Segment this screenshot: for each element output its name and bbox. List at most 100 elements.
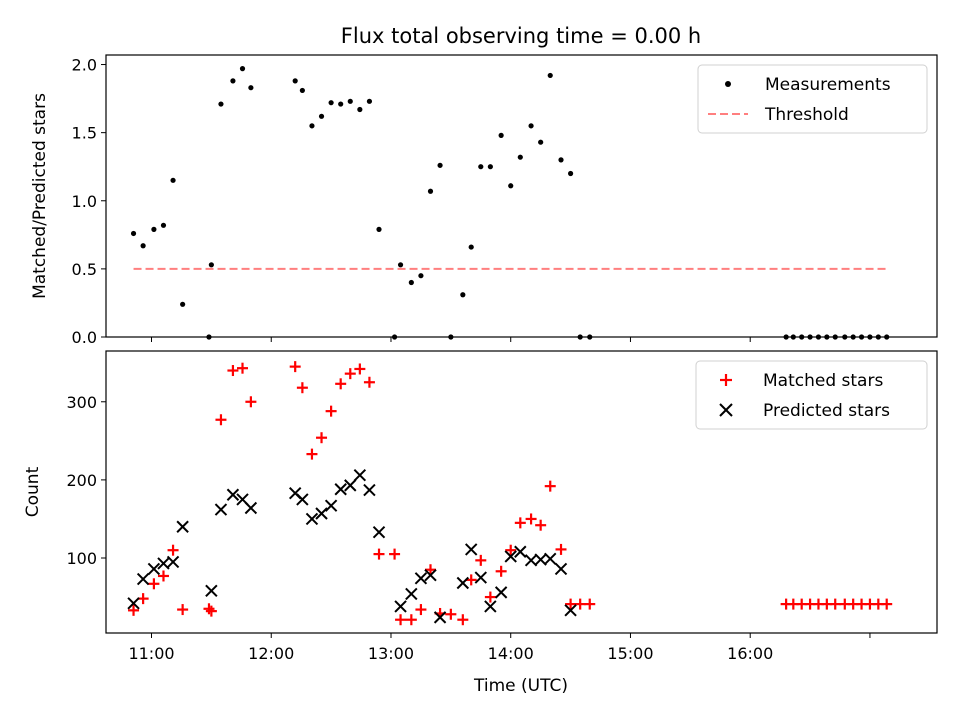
matched-star-point xyxy=(457,614,469,626)
matched-star-point xyxy=(525,513,537,525)
matched-star-point xyxy=(344,368,356,380)
matched-star-point xyxy=(505,544,517,556)
measurement-point xyxy=(460,292,466,298)
predicted-star-point xyxy=(315,507,328,520)
top-y-tick-label: 2.0 xyxy=(72,56,97,75)
predicted-star-point xyxy=(433,611,447,624)
top-axes-frame xyxy=(105,54,938,338)
predicted-star-point xyxy=(147,562,161,576)
measurement-point xyxy=(130,230,137,237)
measurement-point xyxy=(160,222,167,228)
top-panel: 0.00.51.01.52.0 Matched/Predicted stars … xyxy=(30,54,938,347)
bottom-x-axis-label: Time (UTC) xyxy=(473,676,568,696)
top-legend: Measurements Threshold xyxy=(697,64,928,134)
predicted-star-point xyxy=(305,512,319,526)
bottom-x-tick-label: 12:00 xyxy=(248,644,294,663)
predicted-star-point xyxy=(504,550,517,563)
matched-star-point xyxy=(574,598,586,610)
bottom-plot-area xyxy=(127,361,893,626)
predicted-star-point xyxy=(524,554,538,567)
legend-predicted-marker xyxy=(719,403,733,417)
matched-star-point xyxy=(363,376,375,388)
measurement-point xyxy=(318,113,325,119)
measurement-point xyxy=(397,262,404,268)
bottom-y-axis-label: Count xyxy=(23,466,43,517)
matched-star-point xyxy=(584,598,596,610)
measurement-point xyxy=(437,162,443,168)
measurement-point xyxy=(248,85,254,91)
predicted-star-point xyxy=(176,520,189,533)
top-y-axis-label: Matched/Predicted stars xyxy=(30,93,50,299)
measurement-point xyxy=(299,87,305,94)
matched-star-point xyxy=(565,598,577,610)
predicted-star-point xyxy=(514,545,527,558)
predicted-star-point xyxy=(226,488,240,501)
bottom-y-tick-label: 100 xyxy=(66,549,97,568)
bottom-x-tick-label: 13:00 xyxy=(368,644,414,663)
matched-star-point xyxy=(335,378,347,390)
measurement-point xyxy=(427,188,434,194)
matched-star-point xyxy=(544,480,556,492)
matched-star-point xyxy=(325,405,337,417)
legend-threshold-label: Threshold xyxy=(764,105,849,125)
measurement-point xyxy=(366,98,373,104)
measurement-point xyxy=(328,100,334,106)
measurement-point xyxy=(508,183,514,189)
predicted-star-point xyxy=(424,568,437,582)
matched-star-point xyxy=(415,604,427,616)
predicted-star-point xyxy=(296,493,309,506)
matched-star-point xyxy=(395,614,407,626)
bottom-x-tick-label: 14:00 xyxy=(488,644,534,663)
measurement-point xyxy=(478,164,484,170)
predicted-star-point xyxy=(544,552,557,565)
predicted-star-point xyxy=(484,600,497,613)
top-y-tick-label: 1.5 xyxy=(72,124,97,143)
matched-star-point xyxy=(535,519,547,531)
matched-star-point xyxy=(177,604,189,616)
bottom-y-tick-label: 200 xyxy=(66,471,97,490)
measurement-point xyxy=(180,301,186,307)
predicted-star-point xyxy=(353,468,367,482)
predicted-star-point xyxy=(564,604,577,617)
matched-star-point xyxy=(245,396,257,408)
matched-star-point xyxy=(829,598,841,610)
top-y-tick-label: 0.0 xyxy=(72,328,97,347)
predicted-star-point xyxy=(494,586,508,599)
predicted-star-point xyxy=(363,483,376,497)
predicted-star-point xyxy=(554,562,568,576)
matched-star-point xyxy=(316,432,328,444)
matched-star-point xyxy=(445,608,457,620)
measurement-point xyxy=(309,123,315,129)
measurement-point xyxy=(208,262,214,268)
bottom-x-tick-label: 11:00 xyxy=(128,644,174,663)
predicted-star-point xyxy=(166,555,180,569)
matched-star-point xyxy=(157,570,169,582)
predicted-star-point xyxy=(456,576,470,590)
measurement-point xyxy=(292,78,298,84)
predicted-star-point xyxy=(534,553,547,566)
legend-matched-label: Matched stars xyxy=(763,371,883,391)
matched-star-point xyxy=(306,448,318,460)
top-x-axis xyxy=(151,337,751,342)
measurement-point xyxy=(408,279,414,286)
bottom-x-tick-label: 16:00 xyxy=(727,644,773,663)
measurement-point xyxy=(567,170,574,177)
predicted-star-point xyxy=(414,572,428,585)
matched-star-point xyxy=(484,591,496,603)
predicted-star-point xyxy=(334,483,347,496)
measurement-point xyxy=(376,226,382,232)
measurement-point xyxy=(230,78,236,84)
matched-star-point xyxy=(167,544,179,556)
predicted-star-point xyxy=(127,597,140,610)
legend-matched-marker xyxy=(720,374,732,386)
matched-star-point xyxy=(128,604,140,616)
measurement-point xyxy=(498,132,504,138)
predicted-star-point xyxy=(465,543,478,556)
measurement-point xyxy=(547,72,553,79)
measurement-point xyxy=(487,164,493,170)
predicted-star-point xyxy=(205,584,218,598)
measurement-point xyxy=(239,66,246,72)
matched-star-point xyxy=(237,362,249,374)
bottom-panel: 100 200 300 11:00 12:00 13:00 14:00 15:00 16:00… xyxy=(23,350,938,696)
